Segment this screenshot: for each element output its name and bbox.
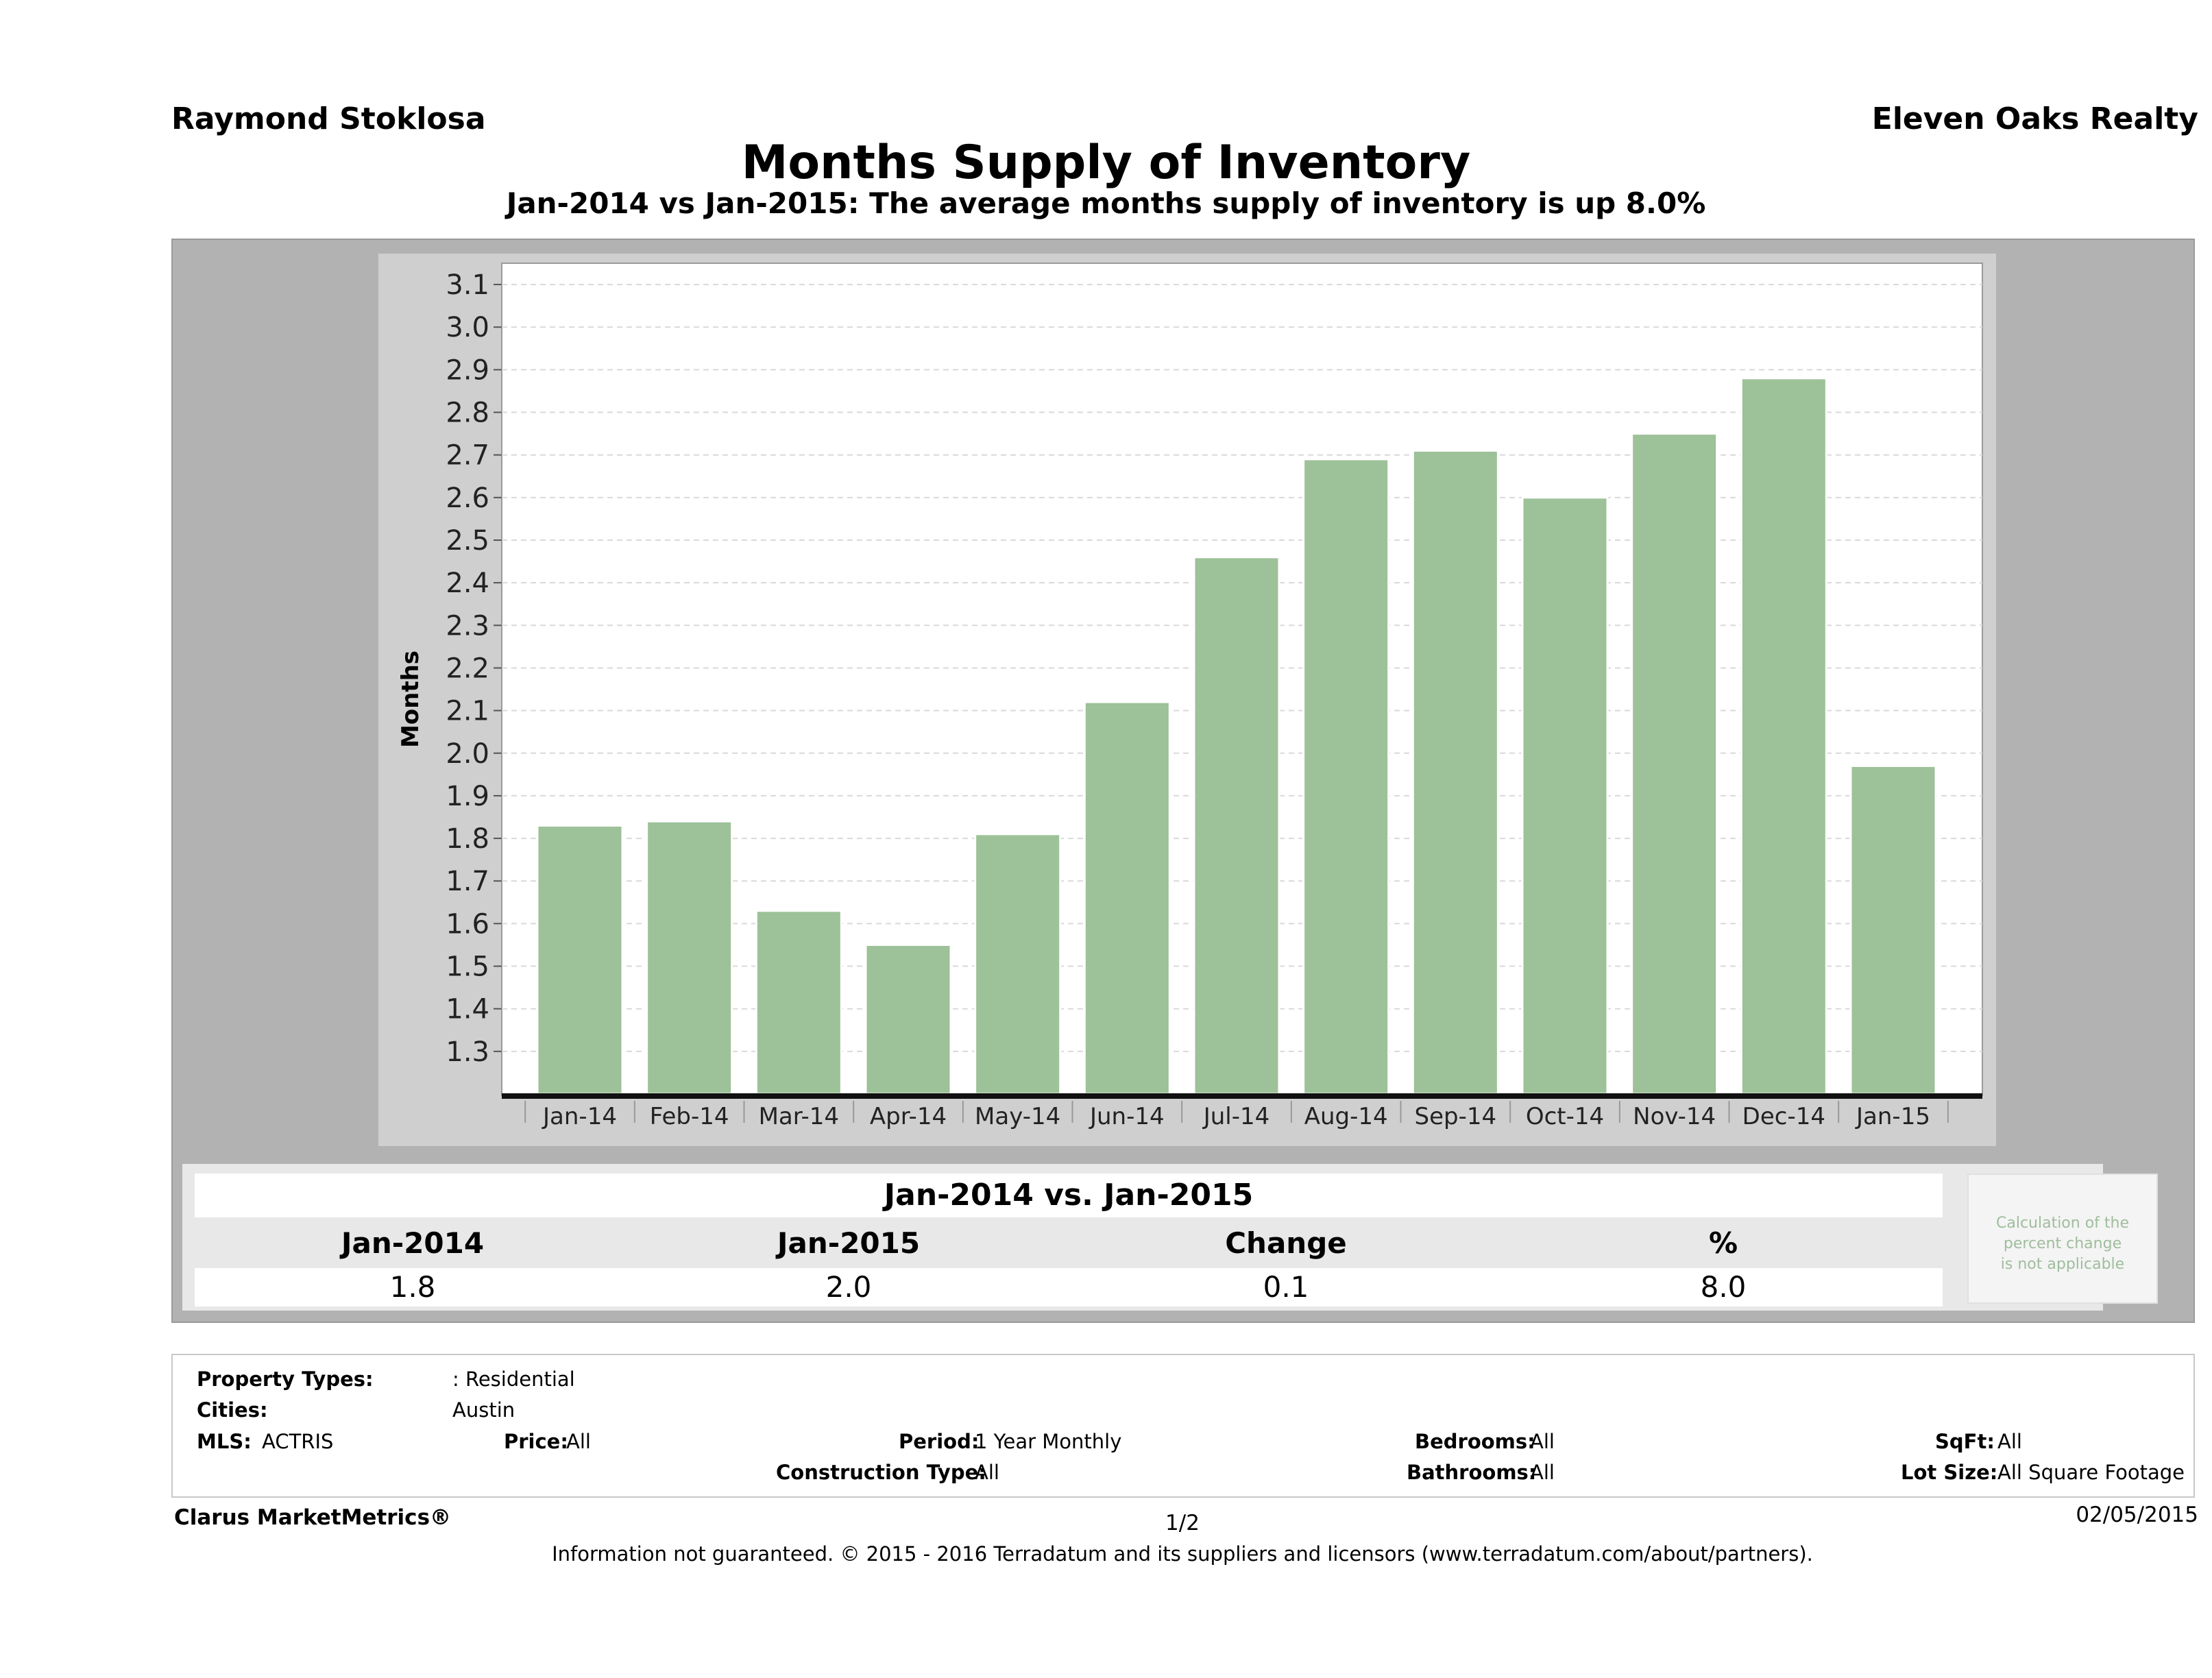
bar-aug-14 [1302, 458, 1390, 1095]
x-tick-label: Dec-14 [1742, 1103, 1825, 1130]
bar-jan-15 [1849, 764, 1937, 1095]
property-types-label: Property Types: [197, 1367, 374, 1391]
brand-name: Clarus MarketMetrics® [174, 1505, 452, 1530]
x-tick-label: Oct-14 [1526, 1103, 1604, 1130]
mls-label: MLS: [197, 1430, 252, 1453]
y-tick-label: 2.8 [446, 398, 489, 429]
construction-type-value: All [975, 1461, 999, 1484]
price-value: All [566, 1430, 591, 1453]
y-tick-label: 1.9 [446, 781, 489, 812]
bar-may-14 [974, 833, 1062, 1095]
x-tick-label: May-14 [975, 1103, 1060, 1130]
bar-mar-14 [755, 910, 842, 1095]
bar-dec-14 [1740, 377, 1827, 1095]
page-number: 1/2 [1165, 1511, 1200, 1535]
x-tick-label: Mar-14 [759, 1103, 840, 1130]
price-label: Price: [504, 1430, 568, 1453]
y-tick-label: 1.6 [446, 908, 489, 940]
chart-subtitle: Jan-2014 vs Jan-2015: The average months… [506, 186, 1706, 220]
summary-title: Jan-2014 vs. Jan-2015 [195, 1174, 1943, 1217]
company-name: Eleven Oaks Realty [1871, 101, 2198, 136]
y-axis-ticks: 1.3 1.4 1.5 1.6 1.7 1.8 1.9 2.0 2.1 2.2 2.3 2.4 2.5 2… [446, 269, 502, 1068]
sqft-label: SqFt: [1935, 1430, 1995, 1453]
y-tick-label: 1.7 [446, 866, 489, 897]
bedrooms-value: All [1530, 1430, 1555, 1453]
report-date: 02/05/2015 [2076, 1503, 2198, 1527]
y-tick-label: 2.0 [446, 738, 489, 770]
bathrooms-label: Bathrooms: [1407, 1461, 1537, 1484]
agent-name: Raymond Stoklosa [171, 101, 486, 136]
construction-type-label: Construction Type: [776, 1461, 986, 1484]
cities-value: Austin [452, 1398, 515, 1422]
summary-value-jan2015: 2.0 [825, 1270, 872, 1304]
bar-feb-14 [646, 820, 733, 1095]
y-axis-label: Months [397, 650, 424, 748]
mls-value: ACTRIS [262, 1430, 334, 1453]
summary-value-jan2014: 1.8 [389, 1270, 436, 1304]
bathrooms-value: All [1530, 1461, 1555, 1484]
bar-jun-14 [1083, 701, 1171, 1095]
bar-nov-14 [1631, 433, 1718, 1095]
x-tick-label: Aug-14 [1304, 1103, 1388, 1130]
y-tick-label: 2.9 [446, 354, 489, 386]
y-tick-label: 3.1 [446, 269, 489, 301]
chart-title: Months Supply of Inventory [741, 136, 1471, 190]
sqft-value: All [1997, 1430, 2022, 1453]
percent-note-line3: is not applicable [2000, 1256, 2125, 1273]
summary-head-change: Change [1225, 1226, 1347, 1260]
y-tick-label: 1.5 [446, 951, 489, 983]
y-tick-label: 1.4 [446, 994, 489, 1025]
bar-apr-14 [864, 943, 952, 1095]
bar-chart: 1.3 1.4 1.5 1.6 1.7 1.8 1.9 2.0 2.1 2.2 2.3 2.4 2.5 2… [378, 254, 1996, 1146]
period-label: Period: [899, 1430, 980, 1453]
bars [536, 377, 1937, 1095]
percent-note-line2: percent change [2003, 1235, 2122, 1252]
x-tick-label: Jan-15 [1855, 1103, 1930, 1130]
filter-panel [171, 1354, 2195, 1498]
bar-oct-14 [1521, 496, 1609, 1095]
summary-head-percent: % [1708, 1226, 1738, 1260]
y-tick-label: 2.7 [446, 440, 489, 472]
percent-note-line1: Calculation of the [1995, 1215, 2130, 1232]
x-tick-label: Nov-14 [1633, 1103, 1716, 1130]
bar-jul-14 [1193, 556, 1280, 1095]
lot-size-value: All Square Footage [1997, 1461, 2185, 1484]
percent-note: Calculation of the percent change is not… [1967, 1174, 2158, 1304]
x-tick-label: Jun-14 [1089, 1103, 1165, 1130]
lot-size-label: Lot Size: [1901, 1461, 1998, 1484]
y-tick-label: 3.0 [446, 312, 489, 343]
y-tick-label: 2.2 [446, 653, 489, 684]
x-tick-label: Jul-14 [1202, 1103, 1270, 1130]
disclaimer: Information not guaranteed. © 2015 - 201… [552, 1542, 1813, 1566]
y-tick-label: 2.1 [446, 696, 489, 727]
y-tick-label: 2.3 [446, 610, 489, 642]
summary-head-jan2014: Jan-2014 [341, 1226, 485, 1260]
summary-value-change: 0.1 [1263, 1270, 1309, 1304]
summary-head-jan2015: Jan-2015 [777, 1226, 921, 1260]
x-tick-label: Feb-14 [650, 1103, 729, 1130]
y-tick-label: 2.6 [446, 483, 489, 514]
bar-jan-14 [536, 824, 624, 1095]
y-tick-label: 2.5 [446, 525, 489, 557]
x-tick-label: Jan-14 [542, 1103, 617, 1130]
bedrooms-label: Bedrooms: [1415, 1430, 1535, 1453]
x-axis-ticks: Jan-14 Feb-14 Mar-14 Apr-14 May-14 Jun-14 Jul-… [524, 1101, 1949, 1130]
x-tick-label: Apr-14 [870, 1103, 947, 1130]
cities-label: Cities: [197, 1398, 268, 1422]
bar-sep-14 [1411, 449, 1499, 1095]
summary-value-percent: 8.0 [1700, 1270, 1747, 1304]
summary-value-row [195, 1268, 1943, 1306]
period-value: 1 Year Monthly [975, 1430, 1122, 1453]
y-tick-label: 2.4 [446, 568, 489, 599]
y-tick-label: 1.3 [446, 1036, 489, 1068]
x-tick-label: Sep-14 [1415, 1103, 1497, 1130]
property-types-value: : Residential [452, 1367, 575, 1391]
y-tick-label: 1.8 [446, 823, 489, 855]
